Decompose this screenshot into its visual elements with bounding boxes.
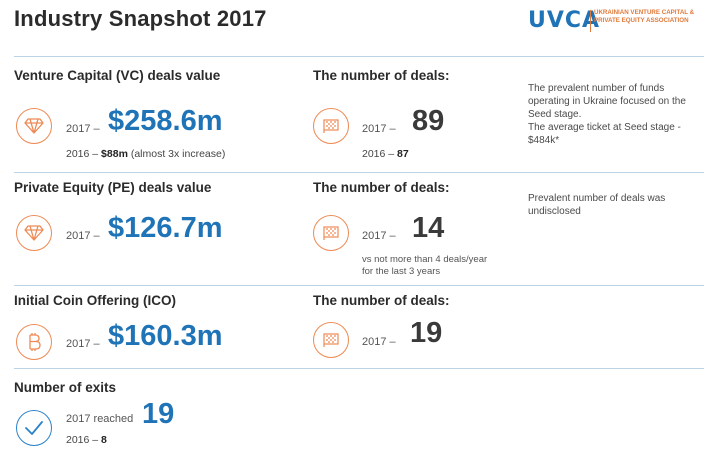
vc-value: $258.6m [108, 105, 223, 137]
checkmark-icon [16, 410, 52, 446]
ico-deals-value: 19 [410, 317, 443, 349]
logo-mark: UVCA [528, 8, 601, 33]
vc-deals-prev-year: 2016 – [362, 148, 395, 160]
vc-prev-year: 2016 – [66, 148, 99, 160]
vc-prev: 2016 – $88m (almost 3x increase) [66, 148, 225, 160]
exits-year: 2017 reached [66, 413, 134, 425]
uvca-logo: UVCA Ukrainian Venture Capital & Private… [528, 8, 718, 36]
separator [14, 172, 704, 173]
exits-prev-value: 8 [101, 434, 107, 446]
ico-label: Initial Coin Offering (ICO) [14, 293, 176, 308]
vc-deals-prev-value: 87 [397, 148, 409, 160]
pe-label: Private Equity (PE) deals value [14, 180, 212, 195]
vc-prev-note: (almost 3x increase) [130, 148, 226, 160]
ico-value: $160.3m [108, 320, 223, 352]
vc-prev-value: $88m [101, 148, 128, 160]
flag-icon [313, 322, 349, 358]
ico-deals-label: The number of deals: [313, 293, 450, 308]
separator [14, 285, 704, 286]
pe-deals-value: 14 [412, 212, 445, 244]
vc-deals-label: The number of deals: [313, 68, 450, 83]
exits-value: 19 [142, 398, 175, 430]
pe-value: $126.7m [108, 212, 223, 244]
vc-note: The prevalent number of funds operating … [528, 83, 686, 146]
page-title: Industry Snapshot 2017 [14, 6, 267, 31]
pe-deals-year: 2017 – [362, 230, 396, 242]
bitcoin-icon [16, 324, 52, 360]
flag-icon [313, 108, 349, 144]
ico-year: 2017 – [66, 338, 100, 350]
exits-prev: 2016 – 8 [66, 434, 107, 446]
pe-deals-label: The number of deals: [313, 180, 450, 195]
vc-label: Venture Capital (VC) deals value [14, 68, 221, 83]
flag-icon [313, 215, 349, 251]
pe-note: Prevalent number of deals was undisclose… [528, 193, 666, 217]
pe-year: 2017 – [66, 230, 100, 242]
separator [14, 368, 704, 369]
logo-divider [590, 10, 591, 32]
vc-deals-value: 89 [412, 105, 445, 137]
vc-year: 2017 – [66, 123, 100, 135]
separator [14, 56, 704, 57]
vc-deals-prev: 2016 – 87 [362, 148, 409, 160]
diamond-icon [16, 215, 52, 251]
pe-deals-sub: vs not more than 4 deals/year for the la… [362, 254, 488, 277]
vc-deals-year: 2017 – [362, 123, 396, 135]
ico-deals-year: 2017 – [362, 336, 396, 348]
logo-text: Ukrainian Venture Capital & Private Equi… [594, 9, 695, 24]
diamond-icon [16, 108, 52, 144]
exits-label: Number of exits [14, 380, 117, 395]
exits-prev-year: 2016 – [66, 434, 99, 446]
